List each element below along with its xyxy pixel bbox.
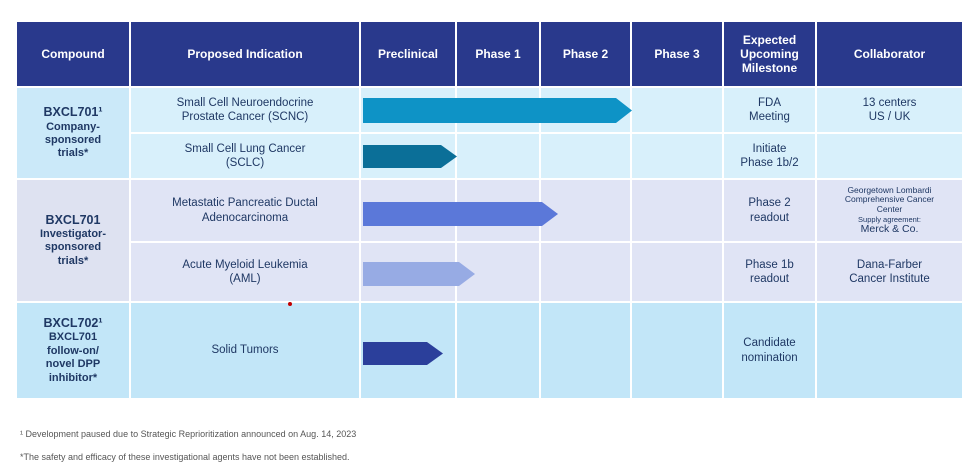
- phase-cell-solid-tumors-phase-1: [457, 303, 539, 398]
- phase-cell-pancreatic-phase-3: [632, 180, 722, 241]
- footnote-safety-efficacy: *The safety and efficacy of these invest…: [20, 452, 350, 462]
- phase-cell-solid-tumors-phase-2: [541, 303, 630, 398]
- header-cell-phase-1: Phase 1: [457, 22, 539, 86]
- milestone-cell-pancreatic: Phase 2 readout: [724, 180, 815, 241]
- milestone-cell-aml: Phase 1b readout: [724, 243, 815, 301]
- milestone-cell-sclc: Initiate Phase 1b/2: [724, 134, 815, 178]
- compound-descriptor: Company- sponsored trials*: [44, 120, 102, 160]
- header-cell-compound: Compound: [17, 22, 129, 86]
- phase-cell-aml-phase-3: [632, 243, 722, 301]
- header-cell-preclinical: Preclinical: [361, 22, 455, 86]
- compound-name: BXCL701¹: [43, 105, 103, 120]
- compound-name: BXCL701: [45, 212, 101, 227]
- collaborator-cell-scnc: 13 centers US / UK: [817, 88, 962, 132]
- milestone-cell-solid-tumors: Candidate nomination: [724, 303, 815, 398]
- progress-arrow-solid-tumors: [363, 342, 443, 365]
- compound-cell-bxcl702: BXCL702¹ BXCL701 follow-on/ novel DPP in…: [17, 303, 129, 398]
- compound-descriptor: BXCL701 follow-on/ novel DPP inhibitor*: [45, 331, 101, 384]
- compound-cell-bxcl701-company: BXCL701¹ Company- sponsored trials*: [17, 88, 129, 178]
- indication-cell-aml: Acute Myeloid Leukemia (AML): [131, 243, 359, 301]
- phase-cell-aml-phase-2: [541, 243, 630, 301]
- phase-cell-pancreatic-phase-2: [541, 180, 630, 241]
- phase-cell-sclc-phase-3: [632, 134, 722, 178]
- footnote-development-paused: ¹ Development paused due to Strategic Re…: [20, 429, 357, 439]
- header-cell-phase-3: Phase 3: [632, 22, 722, 86]
- phase-cell-scnc-phase-3: [632, 88, 722, 132]
- pipeline-table: Compound Proposed Indication Preclinical…: [17, 22, 962, 398]
- compound-cell-bxcl701-investigator: BXCL701 Investigator- sponsored trials*: [17, 180, 129, 301]
- supply-agreement-label: Supply agreement:: [858, 214, 921, 224]
- compound-name: BXCL702¹: [43, 316, 103, 331]
- collaborator-cell-pancreatic: Georgetown Lombardi Comprehensive Cancer…: [817, 180, 962, 241]
- indication-cell-scnc: Small Cell Neuroendocrine Prostate Cance…: [131, 88, 359, 132]
- progress-arrow-scnc: [363, 98, 632, 123]
- progress-arrow-sclc: [363, 145, 457, 168]
- progress-arrow-pancreatic: [363, 202, 558, 226]
- header-cell-collaborator: Collaborator: [817, 22, 962, 86]
- indication-cell-solid-tumors: Solid Tumors: [131, 303, 359, 398]
- compound-descriptor: Investigator- sponsored trials*: [39, 228, 106, 267]
- collaborator-name: Georgetown Lombardi Comprehensive Cancer…: [844, 184, 935, 215]
- collaborator-cell-solid-tumors: [817, 303, 962, 398]
- collaborator-cell-aml: Dana-Farber Cancer Institute: [817, 243, 962, 301]
- progress-arrow-aml: [363, 262, 475, 286]
- phase-cell-sclc-phase-2: [541, 134, 630, 178]
- phase-cell-sclc-phase-1: [457, 134, 539, 178]
- indication-cell-sclc: Small Cell Lung Cancer (SCLC): [131, 134, 359, 178]
- header-cell-expected-upcoming-milestone: Expected Upcoming Milestone: [724, 22, 815, 86]
- phase-cell-solid-tumors-phase-3: [632, 303, 722, 398]
- indication-cell-pancreatic: Metastatic Pancreatic Ductal Adenocarcin…: [131, 180, 359, 241]
- milestone-cell-scnc: FDA Meeting: [724, 88, 815, 132]
- supply-agreement-partner: Merck & Co.: [860, 222, 919, 235]
- red-dot-marker: [288, 302, 292, 306]
- header-cell-proposed-indication: Proposed Indication: [131, 22, 359, 86]
- header-cell-phase-2: Phase 2: [541, 22, 630, 86]
- collaborator-cell-sclc: [817, 134, 962, 178]
